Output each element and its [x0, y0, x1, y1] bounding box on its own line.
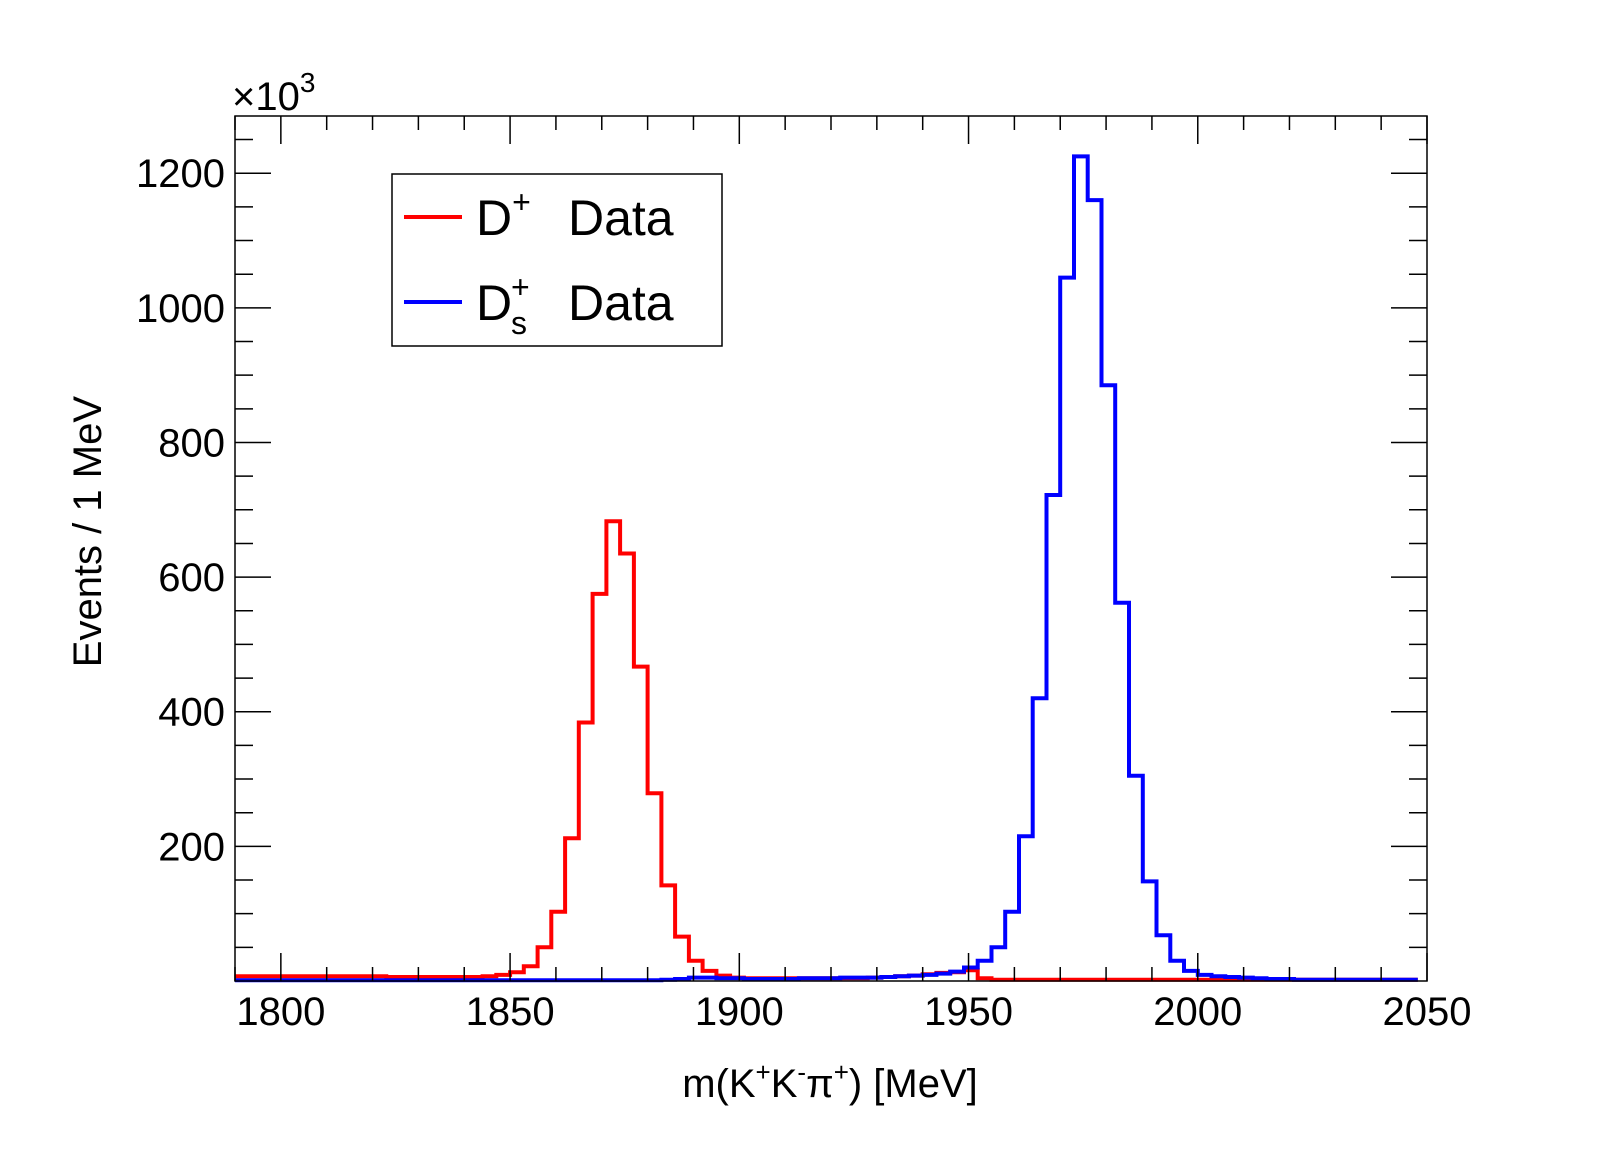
x-tick-label: 2050 — [1383, 990, 1472, 1034]
x-title-mid1: K — [771, 1062, 798, 1106]
y-tick-label: 200 — [158, 825, 225, 869]
x-title-base: m(K — [682, 1062, 756, 1106]
y-axis-title: Events / 1 MeV — [66, 396, 110, 668]
y-tick-label: 800 — [158, 421, 225, 465]
legend-dplus-sup: + — [512, 184, 531, 220]
plot-frame — [234, 115, 1428, 982]
legend-label-dplus: D+ Data — [476, 184, 674, 246]
legend-label-ds: D+ s Data — [476, 269, 674, 341]
y-tick-label: 1200 — [136, 152, 225, 196]
x-title-sup3: + — [834, 1057, 849, 1087]
x-title-sup2: - — [797, 1057, 806, 1087]
legend-ds-text: Data — [568, 275, 674, 331]
legend-box — [391, 173, 723, 347]
ticks-layer: 1800 1850 1900 1950 2000 2050 200 400 600 800 1000… — [136, 116, 1471, 1034]
legend: D+ Data D+ s Data — [391, 173, 723, 347]
x-tick-label: 2000 — [1153, 990, 1242, 1034]
y-multiplier-exponent: 3 — [300, 67, 316, 98]
x-axis-title: m(K+K-π+) [MeV] — [682, 1057, 978, 1106]
x-title-sup1: + — [756, 1057, 771, 1087]
legend-ds-main: D — [476, 275, 512, 331]
y-tick-label: 600 — [158, 556, 225, 600]
legend-ds-sub: s — [511, 305, 527, 341]
x-tick-label: 1800 — [236, 990, 325, 1034]
x-title-end: ) [MeV] — [849, 1062, 978, 1106]
legend-dplus-main: D — [476, 190, 512, 246]
x-tick-label: 1900 — [695, 990, 784, 1034]
y-tick-label: 1000 — [136, 287, 225, 331]
x-title-mid2: π — [806, 1062, 834, 1106]
legend-dplus-text: Data — [568, 190, 674, 246]
legend-ds-sup: + — [511, 269, 530, 305]
x-tick-label: 1950 — [924, 990, 1013, 1034]
x-tick-label: 1850 — [466, 990, 555, 1034]
y-multiplier-prefix: ×10 — [232, 75, 300, 119]
y-multiplier-label: ×103 — [232, 67, 315, 119]
y-tick-label: 400 — [158, 691, 225, 735]
